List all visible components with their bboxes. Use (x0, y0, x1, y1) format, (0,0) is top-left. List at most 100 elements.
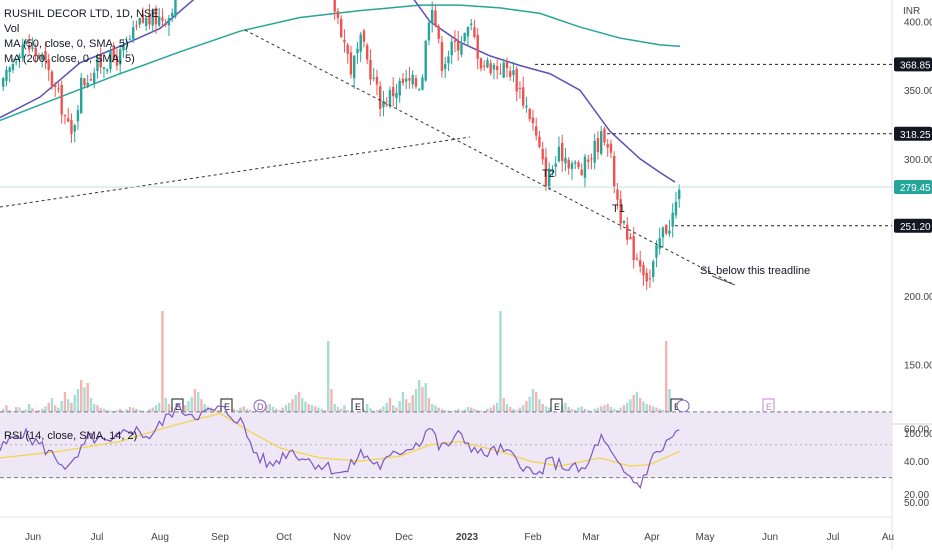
candle-body (2, 77, 5, 87)
candle-body (479, 58, 483, 69)
candle-body (11, 63, 15, 71)
volume-bar (158, 402, 161, 416)
volume-bar (635, 392, 639, 416)
candle-body (463, 32, 466, 41)
candle-body (174, 0, 177, 17)
volume-bar (418, 380, 421, 416)
volume-bar (668, 389, 671, 416)
y-tick-label: 100.00 (904, 429, 932, 440)
volume-bar (294, 395, 297, 416)
candle-body (427, 22, 431, 41)
candle-body (132, 27, 135, 40)
volume-bar (392, 405, 395, 416)
candle-body (57, 88, 60, 90)
volume-bar (18, 407, 21, 416)
volume-bar (535, 392, 538, 416)
candle-body (616, 189, 619, 200)
candle-body (171, 12, 174, 17)
legend-ma50[interactable]: MA (50, close, 0, SMA, 5) (4, 38, 129, 50)
volume-bar (492, 405, 496, 416)
candle-body (635, 258, 639, 260)
candle-body (580, 169, 583, 176)
candle-body (437, 26, 440, 39)
volume-bar (408, 402, 411, 416)
volume-bar (271, 407, 275, 416)
volume-bar (424, 383, 427, 416)
volume-bar (538, 399, 541, 416)
candle-body (518, 88, 522, 90)
volume-bar (70, 402, 73, 416)
candle-body (619, 199, 622, 224)
candle-body (408, 77, 411, 81)
y-tick-label: 200.00 (904, 292, 932, 303)
volume-bar (434, 405, 437, 416)
candle-body (67, 118, 70, 122)
candle-body (47, 59, 50, 71)
candle-body (655, 244, 658, 258)
volume-bar (421, 387, 424, 416)
volume-bar (193, 389, 197, 416)
candle-body (54, 84, 57, 87)
dividend-marker-label: D (257, 402, 264, 412)
x-tick-label: Jun (762, 532, 778, 543)
volume-bar (291, 399, 294, 416)
candle-body (359, 34, 362, 52)
candle-body (557, 146, 561, 162)
candle-body (70, 120, 73, 134)
volume-bar (80, 380, 83, 416)
candle-body (658, 238, 661, 249)
candle-body (112, 47, 115, 59)
volume-bar (200, 399, 203, 416)
rsi-tick-label: 20.00 (904, 490, 929, 501)
symbol-title[interactable]: RUSHIL DECOR LTD, 1D, NSE (4, 8, 159, 20)
volume-bar (385, 402, 388, 416)
volume-bar (314, 406, 317, 416)
candle-body (382, 100, 385, 108)
volume-bar (528, 396, 531, 416)
volume-bar (622, 405, 626, 416)
price-label: 368.85 (900, 60, 931, 71)
y-tick-label: 300.00 (904, 155, 932, 166)
y-tick-label: 350.00 (904, 86, 932, 97)
candle-body (434, 10, 437, 27)
candle-body (93, 72, 96, 85)
candle-body (648, 278, 652, 280)
candle-body (561, 142, 564, 162)
legend-vol[interactable]: Vol (4, 23, 20, 35)
volume-bar (151, 407, 154, 416)
volume-bar (268, 404, 271, 416)
candle-body (138, 17, 141, 25)
candle-body (37, 55, 41, 57)
candle-body (158, 16, 161, 26)
rsi-line (0, 402, 680, 490)
candle-body (583, 156, 587, 178)
candle-body (483, 65, 486, 67)
volume-bar (619, 407, 622, 416)
volume-bar (206, 406, 210, 416)
volume-bar (382, 406, 385, 416)
candle-body (587, 159, 590, 162)
x-tick-label: Aug (151, 532, 169, 543)
candle-body (502, 62, 505, 78)
candle-body (567, 159, 570, 169)
candle-body (24, 41, 28, 44)
candle-body (450, 41, 453, 56)
candle-body (414, 78, 418, 87)
candle-body (346, 44, 349, 54)
volume-bar (184, 405, 187, 416)
candle-body (63, 115, 67, 117)
rsi-legend[interactable]: RSI (14, close, SMA, 14, 2) (4, 430, 138, 442)
volume-bar (154, 405, 158, 416)
volume-bar (414, 389, 418, 416)
candle-body (551, 169, 554, 172)
legend-ma200[interactable]: MA (200, close, 0, SMA, 5) (4, 53, 135, 65)
candle-body (15, 61, 18, 63)
volume-bar (73, 395, 76, 416)
volume-bar (5, 405, 8, 416)
candle-body (76, 110, 80, 122)
candle-body (548, 168, 551, 189)
volume-bar (525, 401, 528, 416)
candle-body (642, 264, 645, 276)
